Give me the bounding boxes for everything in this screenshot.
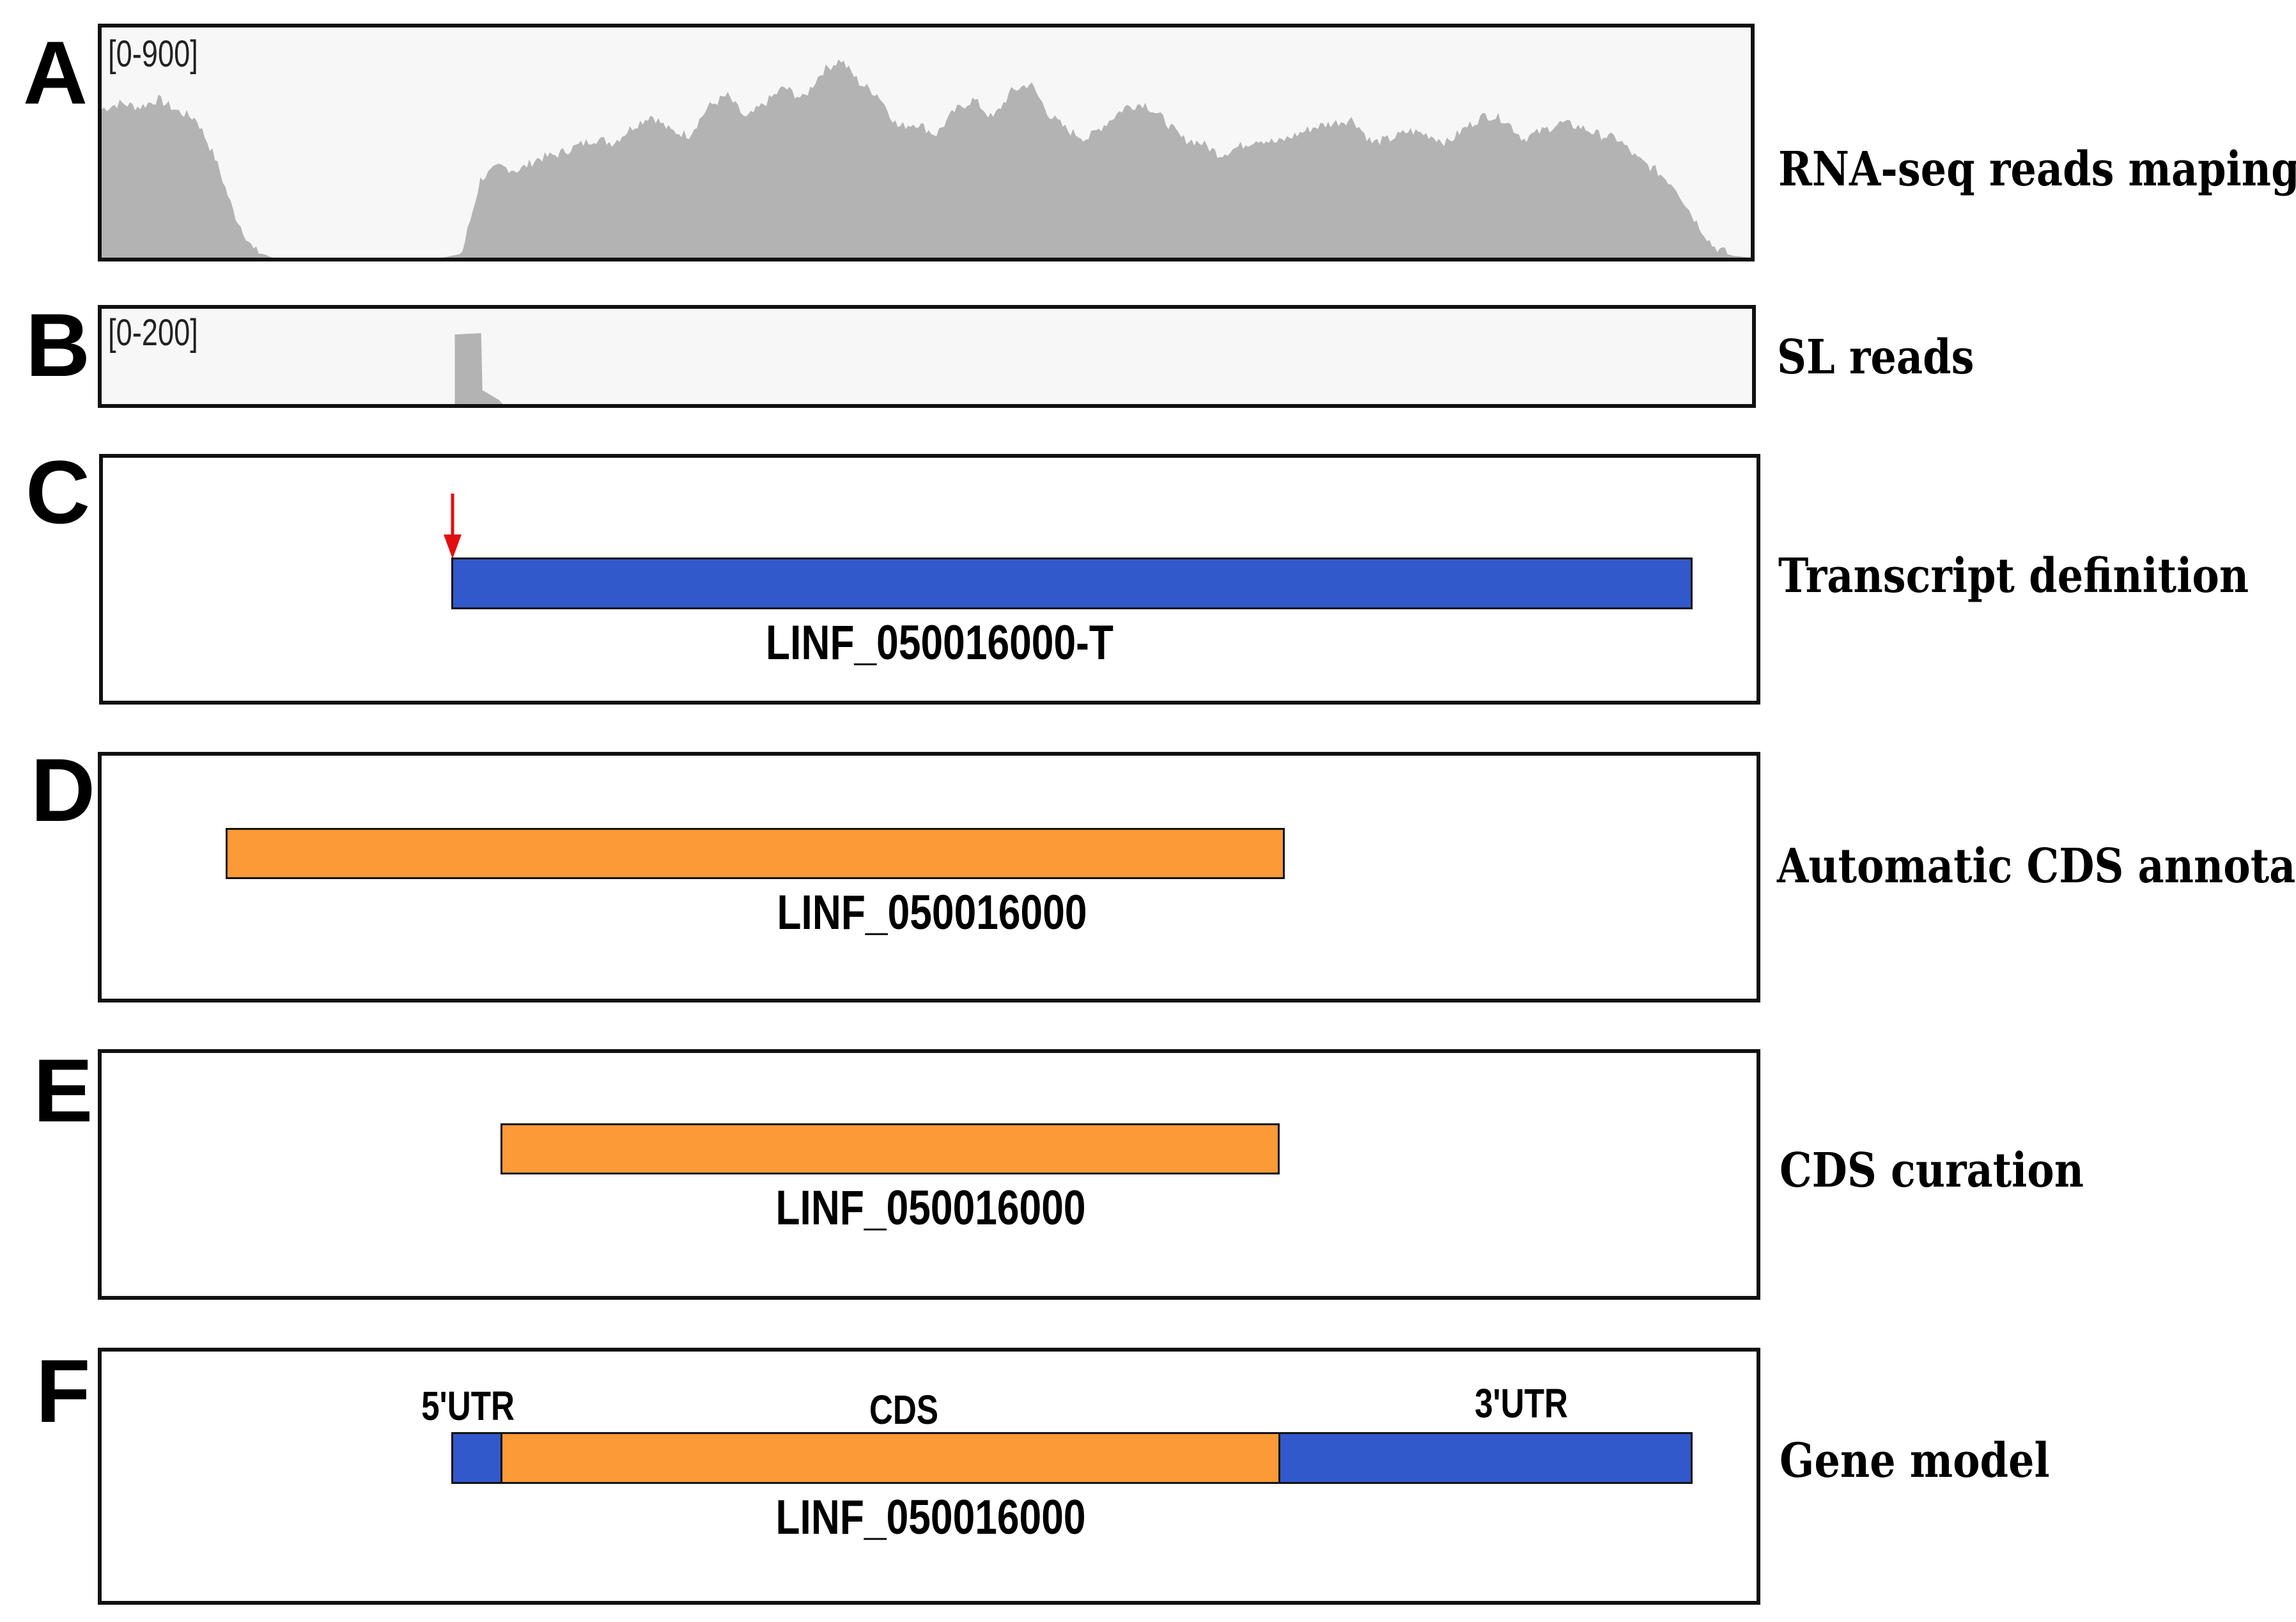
sl-reads-track-label: SL reads xyxy=(1777,330,1974,385)
automatic-cds-bar xyxy=(226,828,1285,879)
panel-letter-c: C xyxy=(26,442,91,542)
panel-letter-b: B xyxy=(26,295,91,395)
utr3-segment-label: 3'UTR xyxy=(1475,1380,1568,1426)
automatic-cds-feature-label: LINF_050016000 xyxy=(777,885,1087,940)
cds-segment-label: CDS xyxy=(869,1387,939,1433)
panel-letter-a: A xyxy=(23,22,88,123)
transcript-bar xyxy=(451,558,1693,609)
sl-reads-range-label: [0-200] xyxy=(108,312,198,354)
gene-model-feature-label: LINF_050016000 xyxy=(775,1490,1086,1545)
sl-reads-peak xyxy=(454,333,503,404)
utr5-segment-bar xyxy=(451,1432,502,1484)
cds-curation-label: CDS curation xyxy=(1780,1143,2084,1198)
rna-seq-coverage-plot xyxy=(102,59,1751,258)
rna-seq-range-label: [0-900] xyxy=(108,33,198,75)
cds-segment-bar xyxy=(500,1432,1280,1484)
curated-cds-bar xyxy=(500,1123,1280,1174)
transcript-start-arrow-icon xyxy=(444,494,462,559)
cds-curation-panel xyxy=(98,1049,1760,1300)
curated-cds-feature-label: LINF_050016000 xyxy=(775,1181,1086,1235)
utr5-segment-label: 5'UTR xyxy=(421,1383,515,1429)
panel-letter-d: D xyxy=(31,740,96,840)
sl-reads-plot xyxy=(454,333,503,404)
automatic-cds-annotation-label: Automatic CDS annotation xyxy=(1777,839,2296,894)
rna-seq-coverage-track: [0-900] xyxy=(98,24,1755,261)
transcript-feature-label: LINF_050016000-T xyxy=(766,616,1113,670)
rna-seq-coverage-area xyxy=(102,59,1751,258)
panel-letter-f: F xyxy=(36,1341,91,1441)
transcript-definition-label: Transcript definition xyxy=(1778,549,2249,604)
rna-seq-track-label: RNA-seq reads maping xyxy=(1778,142,2296,197)
sl-reads-track: [0-200] xyxy=(98,305,1756,408)
gene-model-label: Gene model xyxy=(1780,1433,2050,1488)
panel-letter-e: E xyxy=(33,1040,93,1141)
utr3-segment-bar xyxy=(1278,1432,1693,1484)
